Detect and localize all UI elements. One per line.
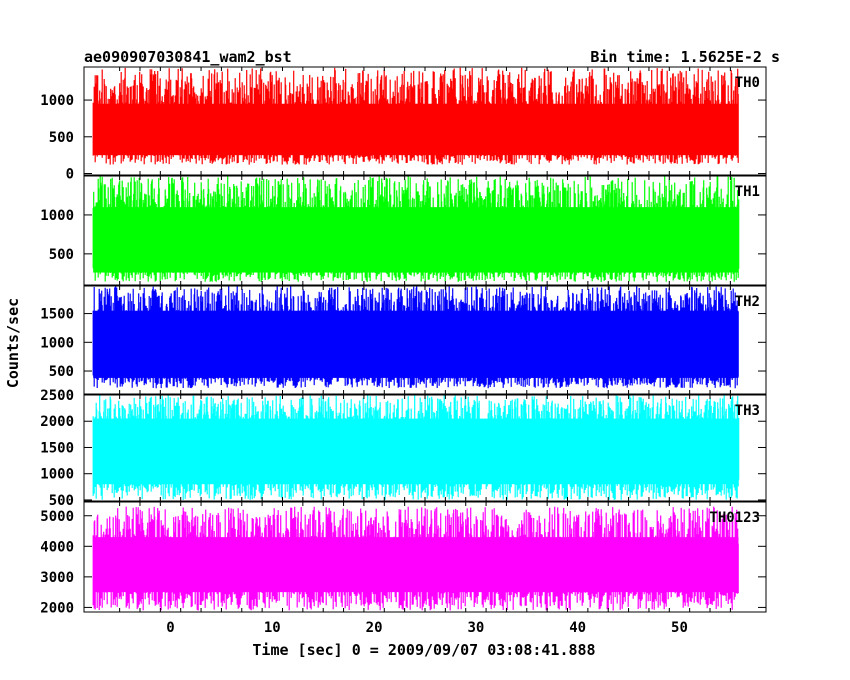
panels-group: 05001000TH05001000TH150010001500TH250010… — [40, 66, 767, 636]
y-tick-label: 1000 — [40, 467, 74, 483]
y-tick-label: 0 — [66, 167, 74, 183]
panel-label: TH0123 — [709, 510, 760, 526]
x-axis-label: Time [sec] 0 = 2009/09/07 03:08:41.888 — [252, 641, 595, 659]
y-tick-label: 500 — [49, 364, 74, 380]
series-core-th0 — [93, 103, 739, 156]
series-core-th1 — [93, 207, 739, 273]
x-tick-label: 40 — [569, 620, 586, 636]
x-tick-label: 10 — [264, 620, 281, 636]
y-tick-label: 2000 — [40, 600, 74, 616]
series-core-th2 — [93, 310, 739, 378]
series-core-th0123 — [93, 537, 739, 593]
y-tick-label: 500 — [49, 493, 74, 509]
y-tick-label: 500 — [49, 247, 74, 263]
panel-th0: 0 500 1000 TH0 — [40, 66, 767, 183]
y-tick-label: 1000 — [40, 208, 74, 224]
x-tick-label: 30 — [467, 620, 484, 636]
y-tick-label: 1500 — [40, 307, 74, 323]
y-tick-label: 3000 — [40, 570, 74, 586]
y-tick-label: 4000 — [40, 539, 74, 555]
y-tick-label: 1500 — [40, 440, 74, 456]
panel-th3: 500 1000 1500 2000 2500 TH3 — [40, 388, 767, 509]
panel-label: TH0 — [735, 75, 760, 91]
bin-time-label: Bin time: 1.5625E-2 s — [590, 48, 780, 66]
y-axis-label: Counts/sec — [4, 298, 22, 388]
y-tick-label: 5000 — [40, 509, 74, 525]
y-tick-label: 500 — [49, 130, 74, 146]
series-core-th3 — [93, 418, 739, 485]
y-tick-label: 1000 — [40, 335, 74, 351]
x-tick-label: 0 — [166, 620, 174, 636]
y-tick-label: 2500 — [40, 388, 74, 404]
panel-label: TH3 — [735, 403, 760, 419]
panel-th1: 500 1000 TH1 — [40, 175, 767, 286]
y-tick-label: 2000 — [40, 414, 74, 430]
y-tick-label: 1000 — [40, 93, 74, 109]
panel-label: TH1 — [735, 184, 760, 200]
panel-th0123: 2000 3000 4000 5000 TH0123 — [40, 501, 767, 616]
panel-th2: 500 1000 1500 TH2 — [40, 285, 767, 395]
x-tick-label: 20 — [366, 620, 383, 636]
panel-label: TH2 — [735, 294, 760, 310]
x-tick-label: 50 — [671, 620, 688, 636]
chart-title: ae090907030841_wam2_bst — [84, 48, 292, 66]
